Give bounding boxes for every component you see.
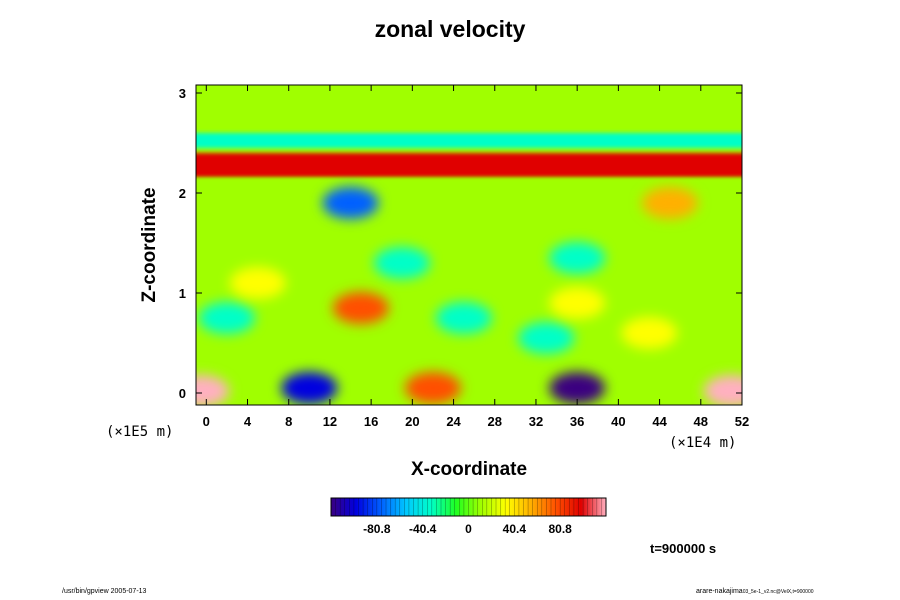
x-tick-label: 32	[529, 414, 543, 429]
footer-author: arare-nakajima	[696, 588, 743, 595]
field-feature-5	[332, 292, 389, 324]
field-feature-14	[621, 317, 678, 349]
field-feature-1	[703, 375, 742, 405]
x-tick-label: 8	[285, 414, 292, 429]
x-tick-label: 0	[203, 414, 210, 429]
field-feature-4	[549, 372, 606, 404]
colorbar: -80.8 -40.4 0 40.4 80.8	[330, 497, 607, 536]
y-axis-label: Z-coordinate	[139, 187, 160, 303]
time-label: t=900000 s	[650, 541, 717, 556]
colorbar-tick-label: 0	[465, 522, 472, 536]
field-feature-0	[196, 375, 230, 405]
field-feature-10	[374, 247, 431, 279]
y-tick-label: 2	[179, 186, 186, 201]
chart-title: zonal velocity	[374, 16, 526, 42]
colorbar-tick-label: 80.8	[548, 522, 572, 536]
z-scale-label: (×1E5 m)	[106, 424, 174, 440]
x-scale-label: (×1E4 m)	[669, 435, 737, 451]
y-tick-label: 0	[179, 386, 186, 401]
colorbar-tick-label: -80.8	[363, 522, 391, 536]
field-feature-3	[404, 372, 461, 404]
y-tick-label: 1	[179, 286, 186, 301]
heatmap-field	[196, 85, 742, 405]
colorbar-frame	[330, 497, 607, 517]
y-tick-label: 3	[179, 86, 186, 101]
y-axis: 0 1 2 3	[179, 86, 742, 401]
field-band-0	[196, 85, 742, 133]
x-tick-label: 44	[652, 414, 667, 429]
field-feature-6	[322, 187, 379, 219]
field-feature-7	[641, 187, 698, 219]
x-tick-label: 40	[611, 414, 625, 429]
field-feature-13	[549, 287, 606, 319]
field-feature-9	[198, 302, 255, 334]
field-band-2	[196, 153, 742, 178]
field-band-1	[196, 133, 742, 148]
x-tick-label: 36	[570, 414, 584, 429]
footer-command: /usr/bin/gpview 2005-07-13	[62, 588, 147, 595]
x-axis-label: X-coordinate	[410, 459, 528, 480]
x-tick-label: 16	[364, 414, 378, 429]
field-band-3	[196, 178, 742, 193]
field-feature-12	[518, 322, 575, 354]
field-feature-2	[281, 372, 338, 404]
x-tick-label: 12	[323, 414, 337, 429]
field-feature-15	[229, 267, 286, 299]
plot-frame	[195, 84, 743, 406]
colorbar-tick-label: -40.4	[409, 522, 437, 536]
x-tick-label: 48	[694, 414, 708, 429]
x-tick-label: 24	[446, 414, 461, 429]
x-tick-label: 20	[405, 414, 419, 429]
footer-file: 03_5e-1_v2.nc@VelX,t=900000	[742, 589, 814, 595]
footer-source: arare-nakajima03_5e-1_v2.nc@VelX,t=90000…	[696, 588, 814, 595]
field-feature-11	[549, 242, 606, 274]
x-tick-label: 52	[735, 414, 749, 429]
colorbar-tick-label: 40.4	[503, 522, 527, 536]
x-tick-label: 28	[488, 414, 502, 429]
field-feature-8	[435, 302, 492, 334]
x-axis: 0 4 8 12 16 20 24 28 32 36 40 44 48 52	[203, 85, 749, 429]
x-tick-label: 4	[244, 414, 252, 429]
